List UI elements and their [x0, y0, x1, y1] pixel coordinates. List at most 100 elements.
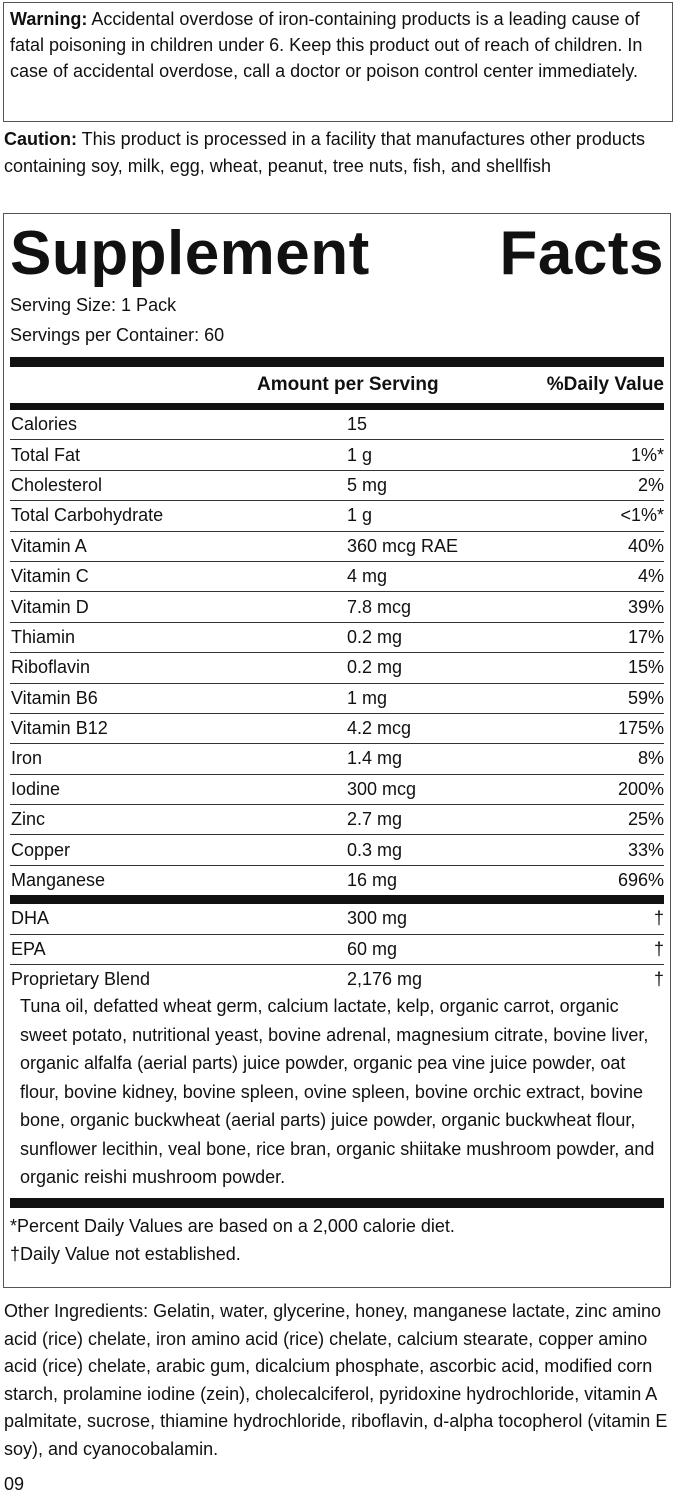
serving-size: Serving Size: 1 Pack [10, 295, 177, 315]
facts-row: Iron 1.4 mg 8% [10, 744, 664, 775]
divider [10, 895, 664, 905]
amount: 1.4 mg [347, 748, 403, 769]
daily-value: 175% [617, 718, 664, 739]
warning-box: Warning: Accidental overdose of iron-con… [3, 2, 673, 122]
daily-value: 1%* [630, 444, 664, 465]
daily-value: 200% [617, 778, 664, 799]
facts-row: Vitamin B12 4.2 mcg 175% [10, 714, 664, 745]
nutrient-rows: Calories 15 Total Fat 1 g 1%* Cholesterol 5 mg… [10, 410, 664, 895]
amount: 0.3 mg [347, 839, 403, 860]
column-header: Amount per Serving %Daily Value [10, 367, 664, 403]
caution-label: Caution: [4, 129, 77, 149]
facts-row: Vitamin D 7.8 mcg 39% [10, 592, 664, 623]
other-rows: DHA 300 mg † EPA 60 mg † Proprietary Blend 2,17… [10, 904, 664, 994]
daily-value: 39% [627, 596, 664, 617]
nutrient-name: Vitamin D [11, 596, 89, 617]
facts-row: Manganese 16 mg 696% [10, 866, 664, 895]
code: 09 [4, 1474, 25, 1494]
caution: Caution: This product is processed in a … [4, 126, 664, 179]
amount: 2,176 mg [347, 969, 423, 990]
daily-value: 25% [627, 809, 664, 830]
facts-row: Vitamin C 4 mg 4% [10, 562, 664, 593]
facts-row: Vitamin B6 1 mg 59% [10, 684, 664, 714]
nutrient-name: DHA [11, 908, 50, 929]
daily-value: 33% [627, 839, 664, 860]
facts-row: Calories 15 [10, 410, 664, 441]
amount: 300 mg [347, 908, 408, 929]
facts-row: Iodine 300 mcg 200% [10, 775, 664, 806]
daily-value: 17% [627, 626, 664, 647]
nutrient-name: Vitamin B6 [11, 687, 98, 708]
amount: 7.8 mcg [347, 596, 412, 617]
warning-label: Warning: [10, 9, 88, 29]
warning-text: Accidental overdose of iron-containing p… [10, 9, 643, 81]
facts-row: Total Carbohydrate 1 g <1%* [10, 501, 664, 532]
blend-ingredients: Tuna oil, defatted wheat germ, calcium l… [20, 996, 655, 1188]
amount: 60 mg [347, 938, 398, 959]
nutrient-name: Iron [11, 748, 43, 769]
daily-value: 8% [637, 748, 664, 769]
facts-row: EPA 60 mg † [10, 935, 664, 966]
caution-text: This product is processed in a facility … [4, 129, 645, 176]
nutrient-name: Copper [11, 839, 71, 860]
facts-row: Riboflavin 0.2 mg 15% [10, 653, 664, 684]
amount: 5 mg [347, 474, 388, 495]
amount: 1 g [347, 444, 373, 465]
nutrient-name: Thiamin [11, 626, 76, 647]
servings-per-container: Servings per Container: 60 [10, 325, 225, 345]
title-right: Facts [499, 219, 664, 288]
footnote: †Daily Value not established. [10, 1243, 241, 1264]
daily-value: † [653, 969, 664, 990]
footnotes: *Percent Daily Values are based on a 2,0… [10, 1212, 664, 1268]
amount: 0.2 mg [347, 657, 403, 678]
facts-title: Supplement Facts [10, 218, 664, 290]
facts-row: Vitamin A 360 mcg RAE 40% [10, 532, 664, 562]
amount: 0.2 mg [347, 626, 403, 647]
footnote: *Percent Daily Values are based on a 2,0… [10, 1215, 455, 1236]
amount: 15 [347, 414, 368, 435]
nutrient-name: Manganese [11, 870, 106, 891]
daily-value: 696% [617, 870, 664, 891]
facts-row: Total Fat 1 g 1%* [10, 440, 664, 471]
nutrient-name: Iodine [11, 778, 61, 799]
nutrient-name: Total Fat [11, 444, 81, 465]
amount: 360 mcg RAE [347, 535, 459, 556]
facts-row: Zinc 2.7 mg 25% [10, 805, 664, 836]
nutrient-name: Cholesterol [11, 474, 103, 495]
nutrient-name: Zinc [11, 809, 46, 830]
other-ingredients: Other Ingredients: Gelatin, water, glyce… [4, 1301, 668, 1459]
nutrient-name: Calories [11, 414, 78, 435]
amount: 2.7 mg [347, 809, 403, 830]
daily-value: 59% [627, 687, 664, 708]
amount: 4.2 mcg [347, 718, 412, 739]
column-dv: %Daily Value [546, 374, 664, 395]
divider [10, 357, 664, 367]
facts-row: Thiamin 0.2 mg 17% [10, 623, 664, 654]
amount: 16 mg [347, 870, 398, 891]
amount: 1 g [347, 505, 373, 526]
nutrient-name: Vitamin A [11, 535, 87, 556]
supplement-facts: Supplement Facts Serving Size: 1 Pack Se… [3, 213, 671, 1288]
nutrient-name: Vitamin B12 [11, 718, 108, 739]
daily-value: 2% [637, 474, 664, 495]
daily-value: 4% [637, 566, 664, 587]
amount: 300 mcg [347, 778, 417, 799]
nutrient-name: EPA [11, 938, 46, 959]
daily-value: † [653, 908, 664, 929]
daily-value: 15% [627, 657, 664, 678]
nutrient-name: Vitamin C [11, 566, 89, 587]
daily-value: <1%* [620, 505, 664, 526]
nutrient-name: Total Carbohydrate [11, 505, 164, 526]
amount: 1 mg [347, 687, 388, 708]
facts-row: Proprietary Blend 2,176 mg † [10, 965, 664, 994]
facts-row: Copper 0.3 mg 33% [10, 835, 664, 866]
nutrient-name: Proprietary Blend [11, 969, 151, 990]
column-amount: Amount per Serving [257, 374, 439, 395]
amount: 4 mg [347, 566, 388, 587]
divider [10, 403, 664, 410]
facts-row: DHA 300 mg † [10, 904, 664, 935]
title-left: Supplement [10, 219, 370, 288]
daily-value: † [653, 938, 664, 959]
daily-value: 40% [627, 535, 664, 556]
